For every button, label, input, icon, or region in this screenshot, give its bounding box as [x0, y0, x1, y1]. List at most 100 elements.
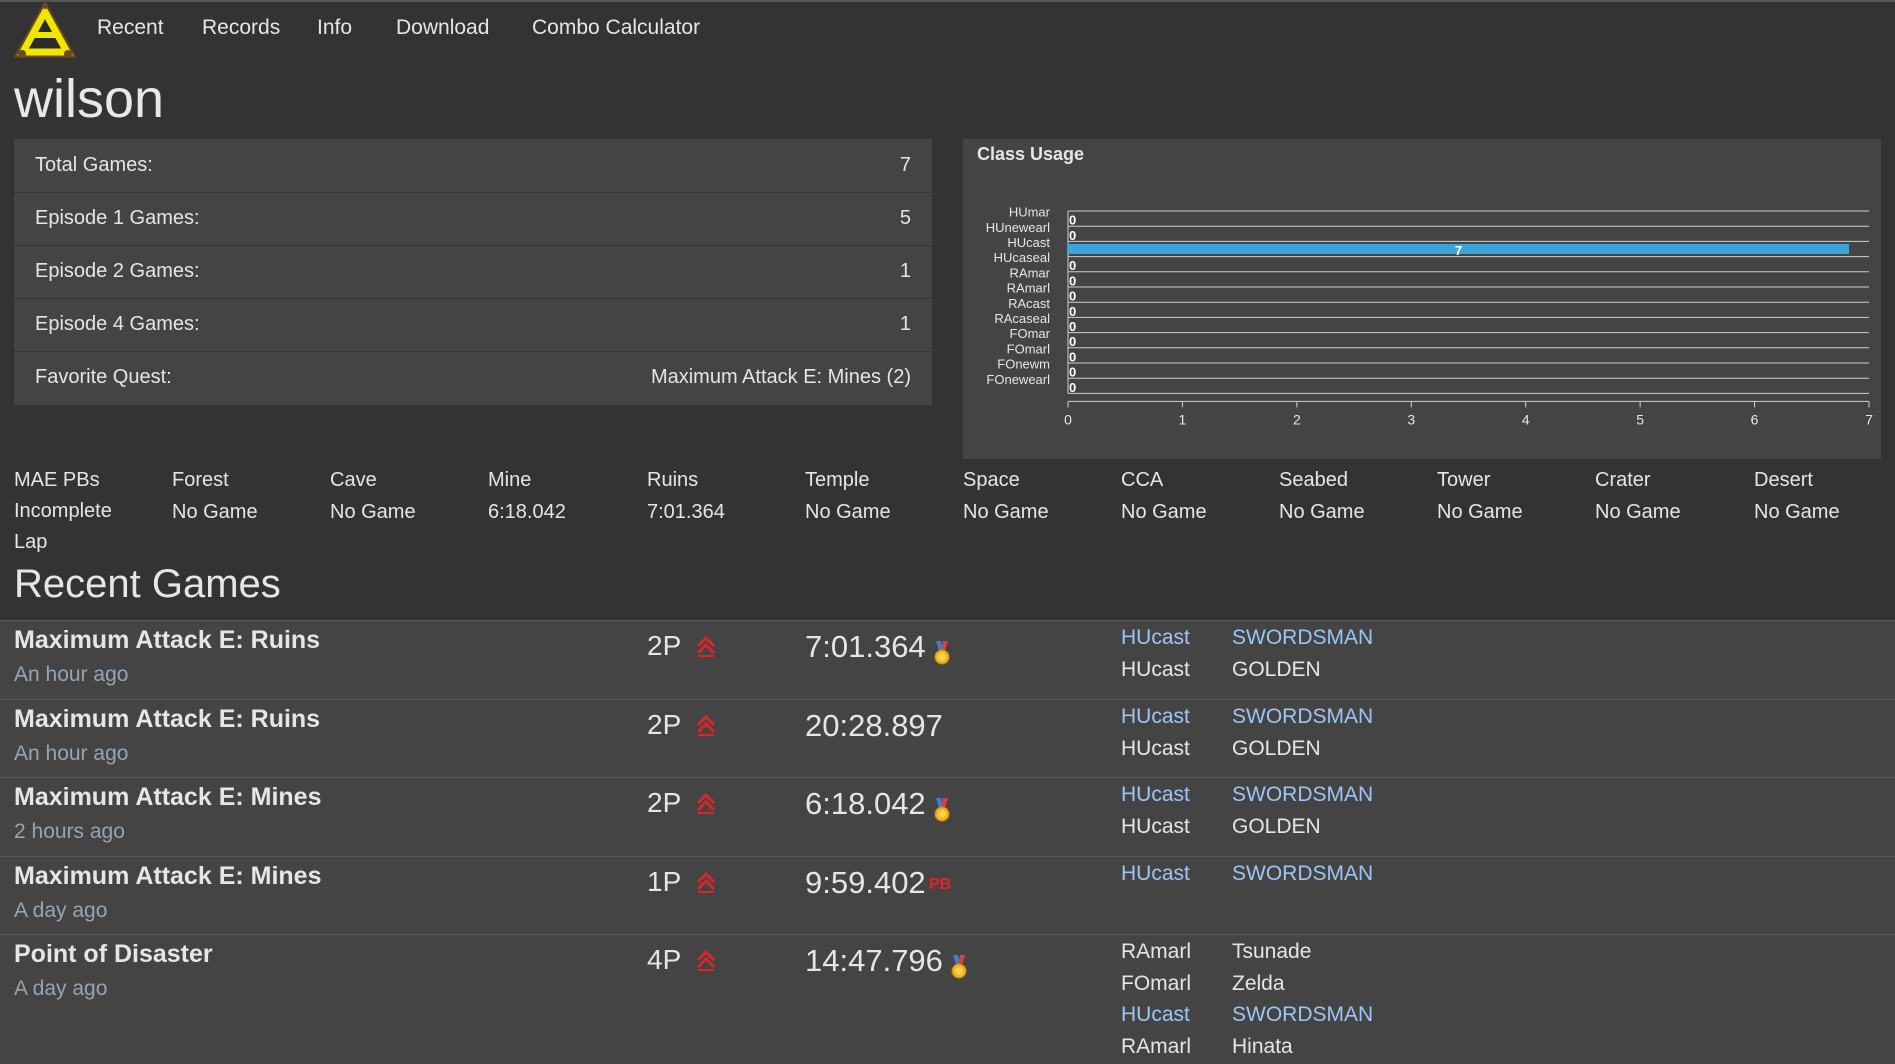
nav-info[interactable]: Info	[317, 16, 353, 39]
nav-combo-calculator[interactable]: Combo Calculator	[532, 16, 701, 39]
category-label: HUmar	[1009, 205, 1051, 220]
pb-header-cell: Crater	[1595, 469, 1651, 491]
game-row[interactable]: Maximum Attack E: Ruins An hour ago 2P 2…	[0, 699, 1895, 778]
bar	[1068, 244, 1849, 254]
data-label: 0	[1069, 380, 1076, 395]
pb-header-cell: Mine	[488, 469, 532, 491]
x-tick-label: 7	[1865, 411, 1873, 427]
pb-value-cell: No Game	[1279, 501, 1365, 523]
game-quest-link[interactable]: Maximum Attack E: Mines	[14, 783, 322, 811]
nav-records[interactable]: Records	[202, 16, 281, 39]
x-tick-label: 2	[1293, 411, 1301, 427]
game-time-ago: An hour ago	[14, 663, 129, 686]
pb-header-cell: Space	[963, 469, 1020, 491]
category-label: RAcast	[1008, 296, 1050, 311]
game-player-count: 4P	[647, 944, 682, 975]
party-member-name[interactable]: SWORDSMAN	[1232, 862, 1374, 885]
game-row[interactable]: Point of Disaster A day ago 4P 14:47.796…	[0, 934, 1895, 1064]
pb-header-cell: Temple	[805, 469, 870, 491]
party-member-class[interactable]: HUcast	[1121, 783, 1190, 806]
game-quest-link[interactable]: Maximum Attack E: Mines	[14, 862, 322, 890]
site-logo-icon[interactable]	[12, 2, 78, 62]
top-border	[0, 0, 1895, 2]
party-member-class: HUcast	[1121, 736, 1190, 760]
category-label: HUnewearl	[986, 220, 1050, 235]
stat-row-favorite-quest: Favorite Quest: Maximum Attack E: Mines …	[14, 351, 932, 404]
data-label: 0	[1069, 213, 1076, 228]
party-member-class: RAmarl	[1121, 940, 1192, 963]
category-label: FOnewearl	[986, 372, 1050, 387]
stat-row-ep4: Episode 4 Games: 1	[14, 298, 932, 352]
stat-label: Episode 2 Games:	[35, 260, 200, 282]
game-quest-link[interactable]: Maximum Attack E: Ruins	[14, 626, 321, 654]
game-time-ago: 2 hours ago	[14, 820, 125, 843]
category-label: FOmar	[1010, 326, 1051, 341]
class-usage-chart: Class Usage 0 1 2 3 4 5 6 7 HUmar 0 HUnewearl 0 HUca…	[963, 139, 1881, 459]
pb-header-cell: Tower	[1437, 469, 1491, 491]
party-member-class[interactable]: HUcast	[1121, 1003, 1190, 1026]
game-time[interactable]: 6:18.042	[805, 786, 926, 821]
rank-chevron-icon	[696, 949, 716, 971]
medal-icon	[934, 641, 950, 665]
party-member-class: FOmarl	[1121, 971, 1191, 995]
stat-label: Episode 4 Games:	[35, 313, 200, 335]
x-tick-label: 5	[1636, 411, 1644, 427]
pb-header-cell: Forest	[172, 469, 229, 491]
pb-value-cell: 6:18.042	[488, 501, 566, 523]
game-time-ago: A day ago	[14, 977, 108, 1000]
game-quest-link[interactable]: Point of Disaster	[14, 940, 213, 968]
party-member-name[interactable]: SWORDSMAN	[1232, 1003, 1374, 1026]
game-time[interactable]: 9:59.402	[805, 865, 926, 900]
pb-header-cell: Cave	[330, 469, 377, 491]
game-player-count: 2P	[647, 630, 682, 661]
rank-chevron-icon	[696, 714, 716, 736]
stats-table: Total Games: 7 Episode 1 Games: 5 Episod…	[14, 139, 932, 405]
stat-label: Total Games:	[35, 154, 153, 176]
medal-icon	[951, 955, 967, 979]
data-label: 0	[1069, 365, 1076, 380]
category-label: RAmar	[1010, 265, 1051, 280]
game-quest-link[interactable]: Maximum Attack E: Ruins	[14, 705, 321, 733]
stat-label: Episode 1 Games:	[35, 207, 200, 229]
stat-row-ep1: Episode 1 Games: 5	[14, 192, 932, 246]
party-member-class[interactable]: HUcast	[1121, 705, 1190, 728]
party-member-name: Zelda	[1232, 971, 1285, 995]
party-member-class[interactable]: HUcast	[1121, 862, 1190, 885]
x-tick-label: 4	[1522, 411, 1530, 427]
party-member-name[interactable]: SWORDSMAN	[1232, 626, 1374, 649]
rank-chevron-icon	[696, 635, 716, 657]
rank-chevron-icon	[696, 792, 716, 814]
game-time-ago: An hour ago	[14, 742, 129, 765]
x-tick-label: 3	[1407, 411, 1415, 427]
stat-value: 5	[899, 207, 911, 229]
nav-recent[interactable]: Recent	[97, 16, 164, 39]
data-label: 7	[1455, 243, 1462, 258]
pb-value-cell: No Game	[805, 501, 891, 523]
pb-value-cell: No Game	[963, 501, 1049, 523]
game-player-count: 2P	[647, 709, 682, 740]
game-row[interactable]: Maximum Attack E: Ruins An hour ago 2P 7…	[0, 620, 1895, 699]
game-time[interactable]: 20:28.897	[805, 708, 943, 743]
party-member-name[interactable]: SWORDSMAN	[1232, 705, 1374, 728]
data-label: 0	[1069, 228, 1076, 243]
party-member-class[interactable]: HUcast	[1121, 626, 1190, 649]
player-name: wilson	[14, 69, 165, 129]
category-label: HUcast	[1007, 235, 1050, 250]
recent-games-title: Recent Games	[14, 562, 281, 606]
game-row[interactable]: Maximum Attack E: Mines A day ago 1P 9:5…	[0, 856, 1895, 935]
x-tick-label: 6	[1751, 411, 1759, 427]
party-member-name[interactable]: SWORDSMAN	[1232, 783, 1374, 806]
stat-value: 7	[899, 154, 911, 176]
category-label: FOnewm	[997, 357, 1050, 372]
game-time[interactable]: 14:47.796	[805, 943, 943, 978]
stat-row-ep2: Episode 2 Games: 1	[14, 245, 932, 299]
nav-download[interactable]: Download	[396, 16, 490, 39]
game-row[interactable]: Maximum Attack E: Mines 2 hours ago 2P 6…	[0, 777, 1895, 856]
game-time[interactable]: 7:01.364	[805, 629, 926, 664]
pb-badge: PB	[929, 876, 952, 893]
pb-header-cell: Seabed	[1279, 469, 1348, 491]
game-time-ago: A day ago	[14, 899, 108, 922]
pb-value-cell: Incomplete Lap	[14, 500, 112, 553]
pb-value-cell: No Game	[172, 501, 258, 523]
pb-value-cell: No Game	[1437, 501, 1523, 523]
